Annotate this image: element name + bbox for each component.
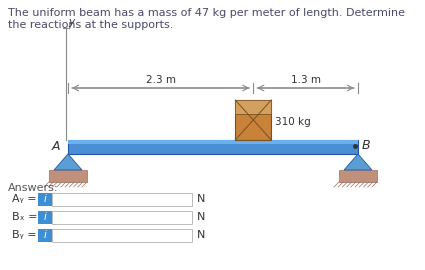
Text: N: N (197, 194, 205, 204)
Bar (38, 228, 52, 241)
Bar (235, 100, 271, 140)
Text: i: i (43, 230, 46, 240)
Bar (38, 211, 52, 224)
Polygon shape (54, 154, 82, 170)
Text: N: N (197, 212, 205, 222)
Text: A: A (51, 140, 60, 154)
Bar (49, 170, 87, 182)
Text: Aᵧ =: Aᵧ = (12, 194, 37, 204)
Text: 2.3 m: 2.3 m (146, 75, 176, 85)
Text: B: B (362, 139, 371, 152)
Text: i: i (43, 212, 46, 222)
Bar (68, 140, 358, 143)
Text: Answers:: Answers: (8, 183, 59, 193)
Text: 1.3 m: 1.3 m (291, 75, 320, 85)
Text: Bᵧ =: Bᵧ = (12, 230, 37, 240)
Bar (339, 170, 377, 182)
Text: The uniform beam has a mass of 47 kg per meter of length. Determine the reaction: The uniform beam has a mass of 47 kg per… (8, 8, 405, 30)
Bar (52, 228, 192, 241)
Text: i: i (43, 194, 46, 204)
Bar (52, 211, 192, 224)
Bar (52, 193, 192, 205)
Text: y: y (68, 17, 74, 27)
Polygon shape (344, 154, 372, 170)
Text: N: N (197, 230, 205, 240)
Text: 310 kg: 310 kg (275, 117, 311, 127)
Bar (38, 193, 52, 205)
Bar (68, 140, 358, 154)
Text: Bₓ =: Bₓ = (12, 212, 37, 222)
Bar (235, 100, 271, 114)
